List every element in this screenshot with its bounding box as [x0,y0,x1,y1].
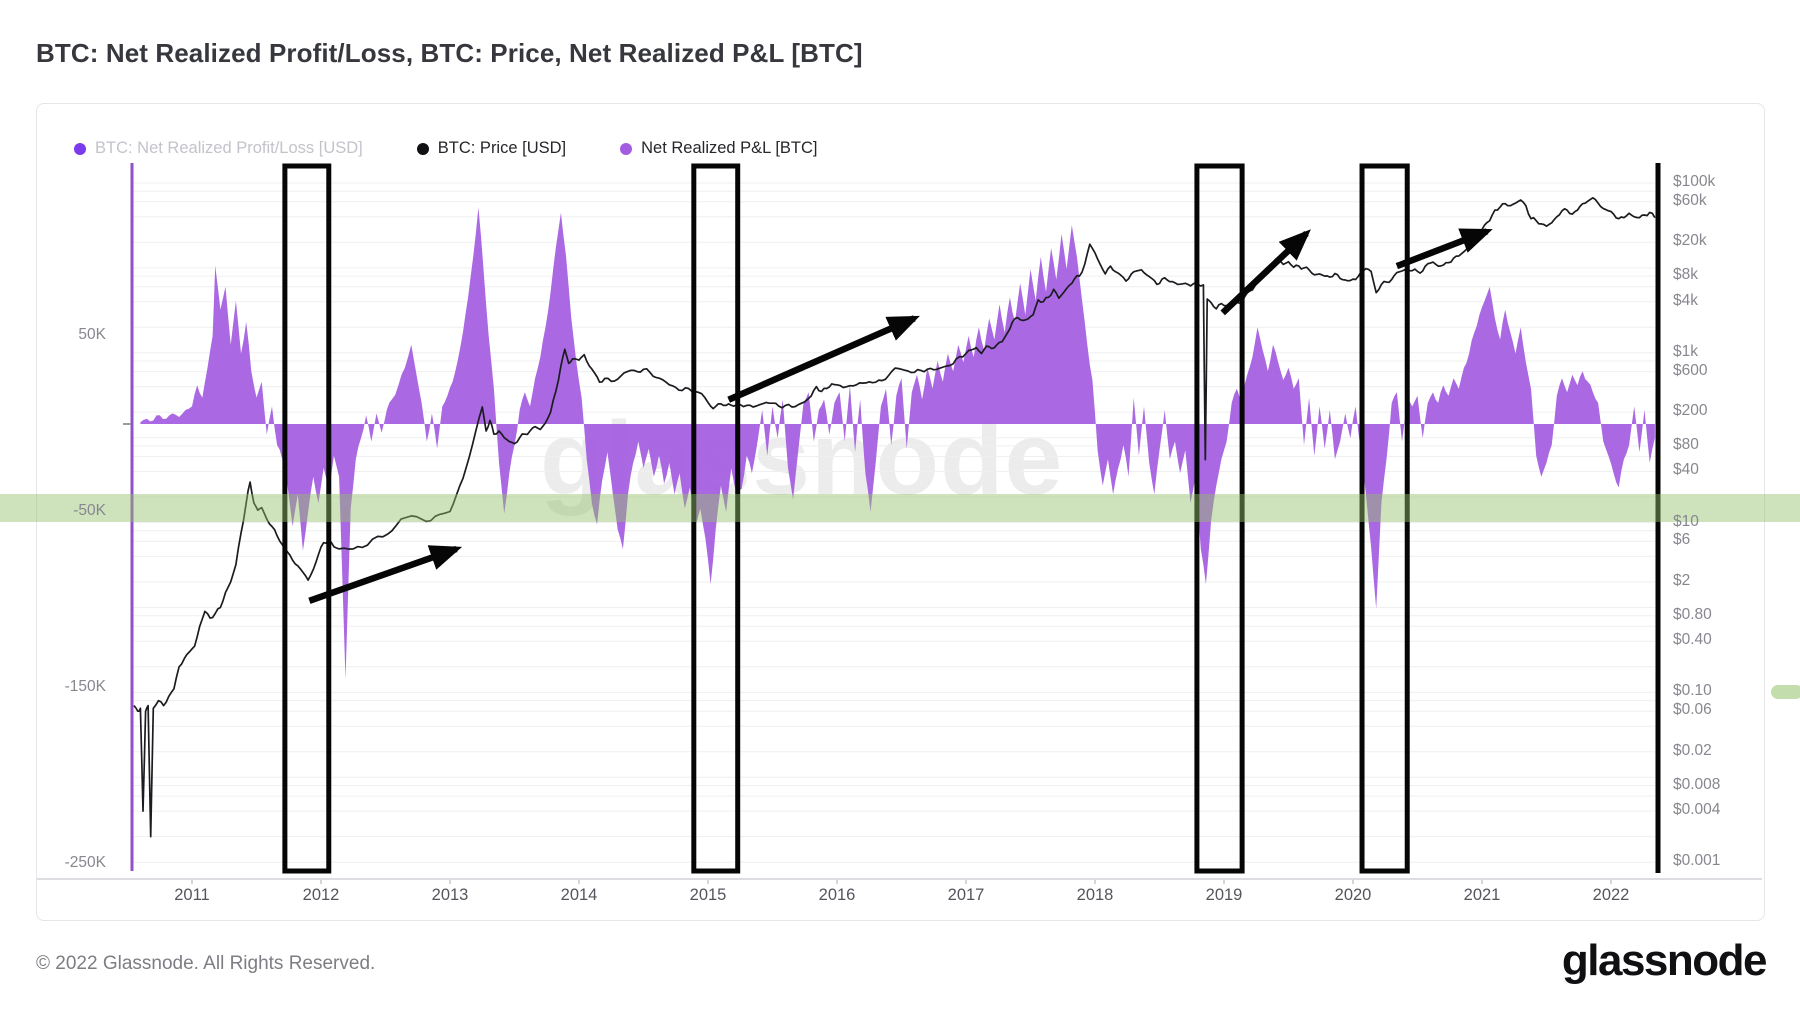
x-axis-year-label: 2012 [302,886,340,904]
net-realized-pnl-btc-area [140,207,1655,680]
x-axis-year-label: 2013 [431,886,469,904]
x-axis-year-label: 2018 [1076,886,1114,904]
right-axis-tick-label: $2 [1673,572,1691,589]
right-axis-tick-label: $0.008 [1673,776,1721,793]
glassnode-logo: glassnode [1561,936,1768,985]
x-axis-line [37,878,1762,880]
left-axis-tick-label: 50K [78,326,106,343]
x-axis-year-label: 2020 [1334,886,1372,904]
legend-label: BTC: Net Realized Profit/Loss [USD] [95,139,363,157]
legend-dot-icon [74,142,86,155]
legend-item-0[interactable]: BTC: Net Realized Profit/Loss [USD] [74,139,363,158]
left-axis-tick-label: -250K [64,854,106,871]
right-axis-tick-label: $0.02 [1673,742,1712,759]
x-axis-year-label: 2022 [1592,886,1630,904]
highlight-box [1359,163,1410,874]
legend-dot-icon [620,142,633,155]
right-axis-tick-label: $100k [1673,173,1716,190]
x-axis-year-label: 2016 [818,886,856,904]
trend-arrow [727,315,920,403]
highlight-box [691,163,741,874]
trend-arrow [308,545,463,604]
right-axis-tick-label: $20k [1673,232,1707,249]
right-axis-tick-label: $40 [1673,461,1699,478]
page-title: BTC: Net Realized Profit/Loss, BTC: Pric… [36,38,863,68]
right-axis-tick-label: $0.40 [1673,631,1712,648]
green-highlight-band [0,494,1800,522]
right-axis-tick-label: $10 [1673,513,1699,530]
x-axis-year-label: 2011 [174,886,210,904]
legend-item-1[interactable]: BTC: Price [USD] [416,139,567,158]
btc-price-line [133,196,1656,838]
trend-arrow [1220,229,1311,316]
right-axis-tick-label: $0.004 [1673,801,1721,818]
right-axis-tick-label: $0.06 [1673,701,1712,718]
left-axis-tick-label: -50K [73,502,106,519]
x-axis-year-label: 2021 [1463,886,1501,904]
green-side-marker [1771,685,1800,699]
left-axis-tick-label: -150K [64,678,106,695]
x-axis-year-label: 2015 [689,886,727,904]
copyright-text: © 2022 Glassnode. All Rights Reserved. [36,953,376,974]
right-axis-tick-label: $600 [1673,362,1708,379]
right-axis-tick-label: $8k [1673,266,1698,283]
trend-arrow [1395,228,1493,270]
right-axis-tick-label: $6 [1673,531,1691,548]
legend-dot-icon [416,142,429,155]
right-axis-tick-label: $60k [1673,192,1707,209]
x-axis-year-label: 2019 [1205,886,1243,904]
x-axis-year-label: 2017 [947,886,985,904]
highlight-box [1194,163,1245,874]
x-axis-year-label: 2014 [560,886,598,904]
legend-label: Net Realized P&L [BTC] [641,139,818,157]
right-axis-tick-label: $200 [1673,402,1708,419]
legend-label: BTC: Price [USD] [437,139,567,157]
chart-legend: BTC: Net Realized Profit/Loss [USD] BTC: … [74,139,818,158]
legend-item-2[interactable]: Net Realized P&L [BTC] [620,139,818,158]
right-axis-tick-label: $1k [1673,343,1698,360]
right-axis-tick-label: $0.10 [1673,682,1712,699]
highlight-box [282,163,332,874]
right-axis-tick-label: $0.001 [1673,852,1721,869]
right-axis-tick-label: $80 [1673,436,1699,453]
gridlines [133,182,1655,863]
right-axis-tick-label: $4k [1673,292,1698,309]
right-axis-tick-label: $0.80 [1673,606,1712,623]
